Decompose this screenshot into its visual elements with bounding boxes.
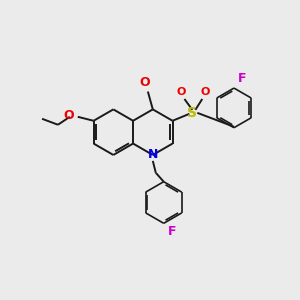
Text: O: O — [201, 87, 210, 97]
Text: O: O — [63, 109, 74, 122]
Text: F: F — [168, 225, 176, 238]
Text: F: F — [238, 72, 246, 85]
Text: S: S — [188, 106, 197, 120]
Text: N: N — [148, 148, 158, 161]
Text: O: O — [140, 76, 150, 88]
Text: O: O — [177, 87, 186, 97]
